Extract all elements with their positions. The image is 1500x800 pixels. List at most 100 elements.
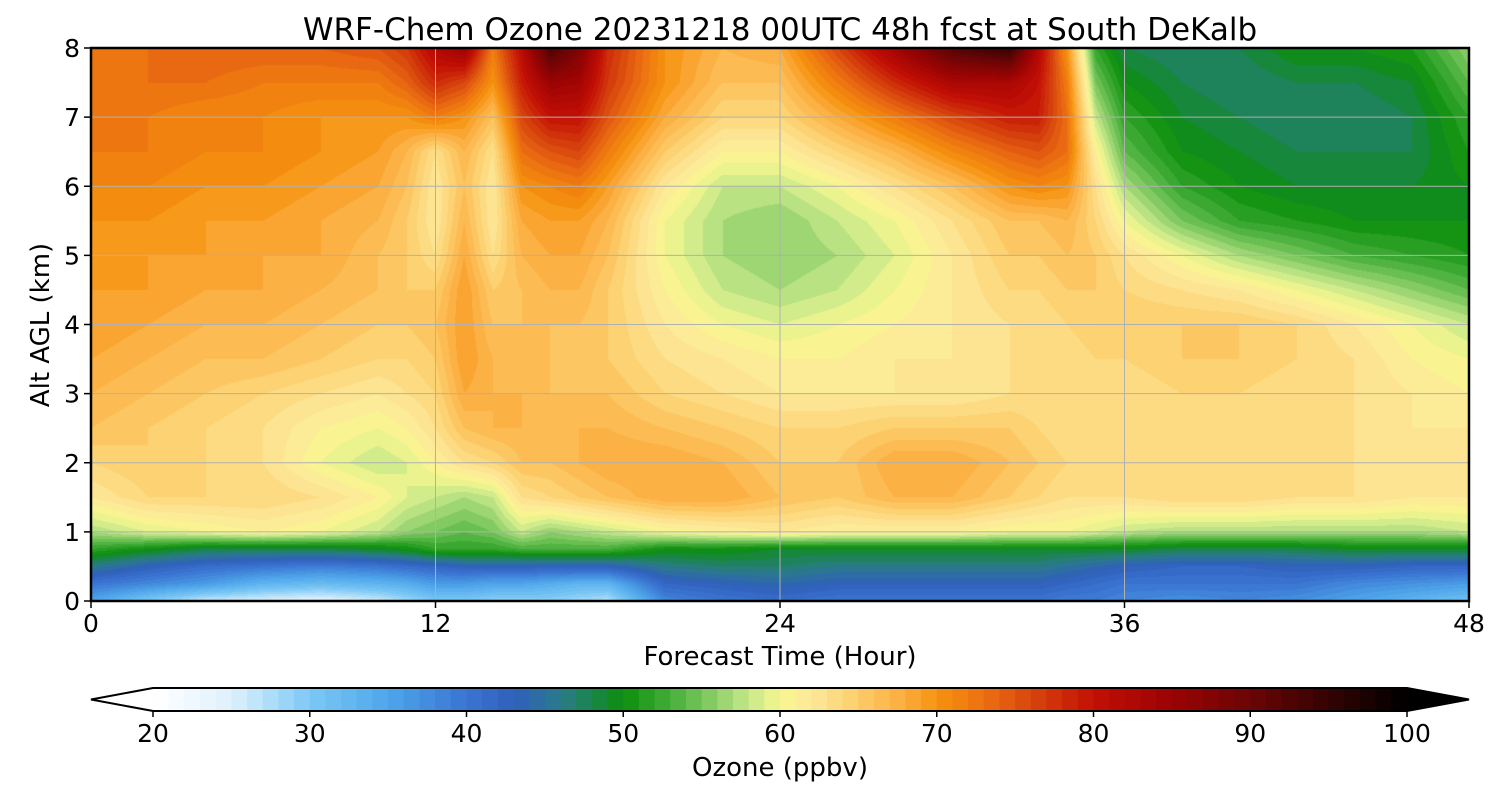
colorbar-swatch bbox=[701, 688, 718, 711]
colorbar-swatch bbox=[247, 688, 264, 711]
colorbar-swatch bbox=[168, 688, 185, 711]
colorbar-swatch bbox=[1077, 688, 1095, 711]
colorbar-swatch bbox=[1250, 688, 1267, 711]
y-tick-label: 7 bbox=[64, 103, 80, 132]
y-tick-label: 8 bbox=[64, 34, 80, 63]
colorbar-swatch bbox=[388, 688, 405, 711]
colorbar-swatch bbox=[952, 688, 969, 711]
colorbar-swatch bbox=[1344, 688, 1361, 711]
colorbar-swatch bbox=[1234, 688, 1251, 711]
colorbar-swatch bbox=[1187, 688, 1204, 711]
colorbar-swatch bbox=[341, 688, 358, 711]
colorbar-swatch bbox=[889, 688, 906, 711]
x-axis-ticks: 0 12 24 36 48 bbox=[83, 601, 1485, 638]
colorbar-swatch bbox=[638, 688, 656, 711]
colorbar-swatch bbox=[403, 688, 421, 711]
x-tick-label: 48 bbox=[1453, 609, 1485, 638]
x-tick-label: 24 bbox=[764, 609, 796, 638]
colorbar-swatch bbox=[591, 688, 609, 711]
colorbar-swatch bbox=[654, 688, 671, 711]
colorbar-swatch bbox=[356, 688, 374, 711]
colorbar-swatch bbox=[1281, 688, 1298, 711]
colorbar-swatch bbox=[231, 688, 248, 711]
colorbar-tick-label: 60 bbox=[764, 719, 796, 748]
colorbar-swatch bbox=[1140, 688, 1157, 711]
colorbar-swatch bbox=[858, 688, 875, 711]
colorbar-swatch bbox=[842, 688, 859, 711]
colorbar-swatch bbox=[1062, 688, 1079, 711]
colorbar-swatch bbox=[1265, 688, 1283, 711]
colorbar-swatch bbox=[1359, 688, 1377, 711]
y-tick-label: 5 bbox=[64, 241, 80, 270]
colorbar-swatch bbox=[607, 688, 624, 711]
colorbar-swatch bbox=[1124, 688, 1142, 711]
colorbar-swatch bbox=[983, 688, 1001, 711]
colorbar-swatch bbox=[1109, 688, 1126, 711]
colorbar-swatch bbox=[968, 688, 985, 711]
colorbar-swatch bbox=[513, 688, 530, 711]
colorbar-swatch bbox=[1218, 688, 1236, 711]
colorbar-swatch bbox=[1046, 688, 1063, 711]
colorbar-swatch bbox=[717, 688, 734, 711]
colorbar-swatch bbox=[1297, 688, 1314, 711]
ozone-colorbar bbox=[90, 687, 1470, 712]
colorbar-swatch bbox=[576, 688, 593, 711]
colorbar-swatch bbox=[1391, 688, 1408, 711]
colorbar-swatch bbox=[1375, 688, 1392, 711]
colorbar-swatch bbox=[419, 688, 436, 711]
colorbar-swatch bbox=[544, 688, 562, 711]
colorbar-swatch bbox=[325, 688, 342, 711]
y-tick-label: 3 bbox=[64, 380, 80, 409]
colorbar-swatch bbox=[936, 688, 954, 711]
colorbar-swatch bbox=[1093, 688, 1110, 711]
colorbar-swatch bbox=[435, 688, 452, 711]
y-axis-label: Alt AGL (km) bbox=[26, 243, 56, 407]
chart-title: WRF-Chem Ozone 20231218 00UTC 48h fcst a… bbox=[303, 12, 1257, 48]
y-tick-label: 4 bbox=[64, 311, 80, 340]
colorbar-tick-label: 80 bbox=[1078, 719, 1110, 748]
colorbar-swatch bbox=[482, 688, 499, 711]
colorbar-swatch bbox=[497, 688, 515, 711]
colorbar-swatch bbox=[1156, 688, 1173, 711]
colorbar-swatch bbox=[309, 688, 327, 711]
colorbar-high-extend bbox=[1407, 688, 1469, 711]
colorbar-swatch bbox=[921, 688, 938, 711]
colorbar-swatch bbox=[811, 688, 828, 711]
colorbar-swatch bbox=[215, 688, 232, 711]
colorbar-swatch bbox=[1171, 688, 1189, 711]
colorbar-swatch bbox=[795, 688, 812, 711]
colorbar-swatch bbox=[200, 688, 217, 711]
colorbar-swatch bbox=[529, 688, 546, 711]
y-tick-label: 1 bbox=[64, 518, 80, 547]
colorbar-tick-label: 20 bbox=[137, 719, 169, 748]
colorbar-swatch bbox=[685, 688, 703, 711]
colorbar-swatch bbox=[764, 688, 781, 711]
colorbar-swatch bbox=[560, 688, 577, 711]
x-tick-label: 36 bbox=[1109, 609, 1141, 638]
colorbar-swatch bbox=[623, 688, 640, 711]
colorbar-swatch bbox=[1328, 688, 1345, 711]
colorbar-tick-label: 50 bbox=[607, 719, 639, 748]
colorbar-swatch bbox=[372, 688, 389, 711]
colorbar-swatch bbox=[184, 688, 201, 711]
y-axis-ticks: 0 1 2 3 4 5 6 7 8 bbox=[64, 34, 91, 616]
colorbar-tick-label: 30 bbox=[294, 719, 326, 748]
y-tick-label: 0 bbox=[64, 587, 80, 616]
colorbar-tick-label: 40 bbox=[451, 719, 483, 748]
colorbar-ticks: 20 30 40 50 60 70 80 90 100 bbox=[137, 711, 1431, 748]
colorbar-swatch bbox=[1312, 688, 1330, 711]
colorbar-swatch bbox=[153, 688, 170, 711]
y-tick-label: 2 bbox=[64, 449, 80, 478]
colorbar-swatch bbox=[450, 688, 468, 711]
colorbar-swatch bbox=[670, 688, 687, 711]
colorbar-swatch bbox=[1203, 688, 1220, 711]
colorbar-label: Ozone (ppbv) bbox=[692, 753, 868, 783]
colorbar-swatch bbox=[1015, 688, 1032, 711]
colorbar-swatch bbox=[827, 688, 844, 711]
colorbar-low-extend bbox=[91, 688, 153, 711]
colorbar-swatch bbox=[874, 688, 891, 711]
colorbar-swatch bbox=[905, 688, 922, 711]
colorbar-swatch bbox=[466, 688, 483, 711]
colorbar-swatch bbox=[732, 688, 750, 711]
